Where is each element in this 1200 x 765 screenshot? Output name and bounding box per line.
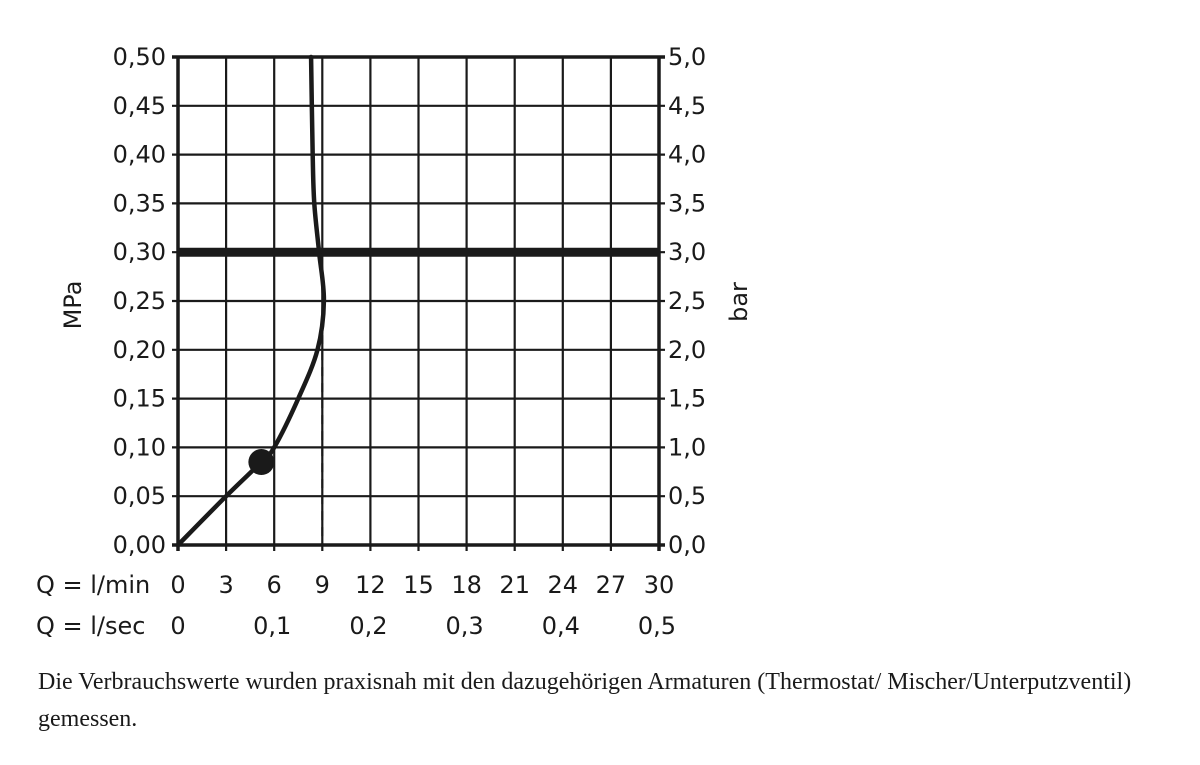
- y-right-tick-label: 4,5: [668, 92, 706, 120]
- x-tick-label-lsec: 0,5: [638, 612, 676, 640]
- x-tick-label-lmin: 3: [218, 571, 233, 599]
- flow-curve: [175, 54, 327, 548]
- x-axis-row1-title: Q = l/min: [36, 571, 150, 599]
- x-tick-label-lsec: 0,1: [253, 612, 291, 640]
- y-left-tick-label: 0,45: [113, 92, 166, 120]
- x-tick-label-lsec: 0,2: [349, 612, 387, 640]
- x-tick-label-lsec: 0,3: [446, 612, 484, 640]
- y-left-tick-label: 0,35: [113, 189, 166, 217]
- y-right-tick-label: 0,5: [668, 482, 706, 510]
- x-tick-label-lmin: 9: [315, 571, 330, 599]
- y-right-tick-label: 4,0: [668, 141, 706, 169]
- y-axis-left-ticks: 0,00 0,05 0,10 0,15 0,20 0,25 0,30 0,35 0,40 0,45…: [113, 43, 166, 559]
- y-left-tick-label: 0,00: [113, 531, 166, 559]
- y-left-tick-label: 0,40: [113, 141, 166, 169]
- y-right-tick-label: 0,0: [668, 531, 706, 559]
- y-left-tick-label: 0,05: [113, 482, 166, 510]
- x-tick-label-lmin: 0: [170, 571, 185, 599]
- y-right-tick-label: 5,0: [668, 43, 706, 71]
- x-tick-label-lsec: 0: [170, 612, 185, 640]
- y-right-tick-label: 3,5: [668, 189, 706, 217]
- x-tick-label-lmin: 18: [451, 571, 482, 599]
- y-left-tick-label: 0,25: [113, 287, 166, 315]
- x-tick-label-lmin: 27: [596, 571, 627, 599]
- y-right-tick-label: 3,0: [668, 238, 706, 266]
- y-right-tick-label: 2,0: [668, 336, 706, 364]
- pressure-flow-chart: 0,000,050,100,150,200,250,300,350,400,45…: [36, 43, 753, 640]
- caption-note: Die Verbrauchswerte wurden praxisnah mit…: [38, 669, 1132, 732]
- y-right-tick-label: 1,5: [668, 385, 706, 413]
- min-pressure-marker: [248, 449, 275, 476]
- y-axis-right-title: bar: [725, 282, 753, 322]
- x-tick-label-lmin: 6: [267, 571, 282, 599]
- y-axis-right-ticks: 0,0 0,5 1,0 1,5 2,0 2,5 3,0 3,5 4,0 4,5 5,0: [668, 43, 706, 559]
- y-right-tick-label: 1,0: [668, 433, 706, 461]
- flow-curve-line: [175, 54, 327, 548]
- y-left-tick-label: 0,20: [113, 336, 166, 364]
- y-left-tick-label: 0,10: [113, 433, 166, 461]
- y-left-tick-label: 0,50: [113, 43, 166, 71]
- y-left-tick-label: 0,30: [113, 238, 166, 266]
- reference-lines: [178, 247, 659, 545]
- x-axis-ticks: 0 3 6 9 12 15 18 21 24 27 30 0 0,1 0,2 0,3 0,4 0,5: [170, 571, 676, 640]
- y-axis-left-title: MPa: [59, 281, 87, 330]
- x-tick-label-lmin: 15: [403, 571, 434, 599]
- x-tick-label-lmin: 12: [355, 571, 386, 599]
- x-tick-label-lmin: 24: [548, 571, 579, 599]
- x-tick-label-lmin: 30: [644, 571, 675, 599]
- x-axis-row2-title: Q = l/sec: [36, 612, 145, 640]
- x-tick-label-lmin: 21: [499, 571, 530, 599]
- y-right-tick-label: 2,5: [668, 287, 706, 315]
- x-tick-label-lsec: 0,4: [542, 612, 580, 640]
- y-left-tick-label: 0,15: [113, 385, 166, 413]
